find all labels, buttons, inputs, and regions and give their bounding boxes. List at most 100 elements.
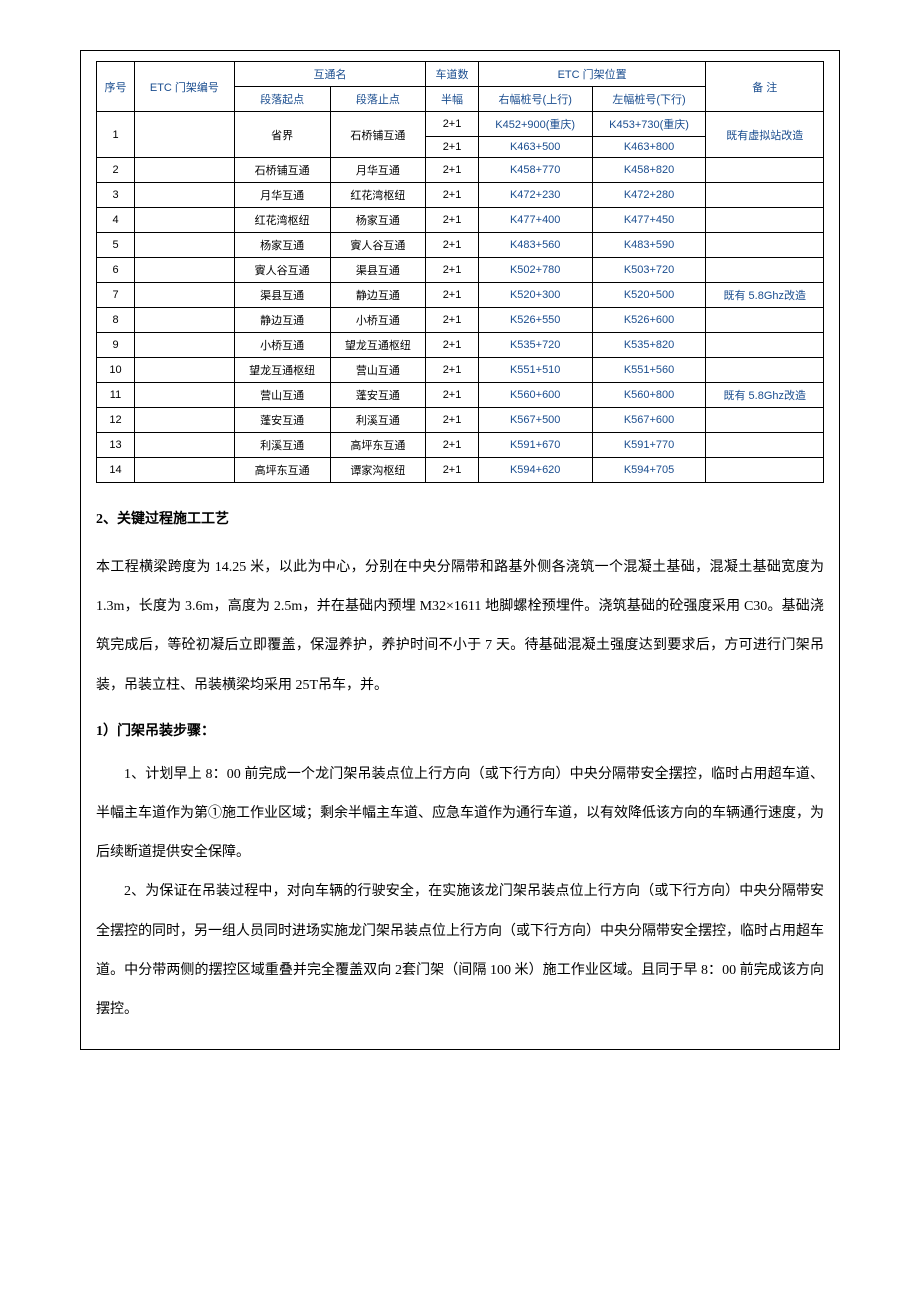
cell-lanes: 2+1 — [426, 458, 478, 483]
th-end: 段落止点 — [330, 87, 426, 112]
cell-left: K472+280 — [592, 183, 706, 208]
cell-left: K551+560 — [592, 358, 706, 383]
cell-seq: 13 — [97, 433, 135, 458]
cell-seq: 2 — [97, 158, 135, 183]
th-start: 段落起点 — [234, 87, 330, 112]
cell-left: K453+730(重庆) — [592, 112, 706, 137]
cell-etc — [135, 183, 235, 208]
cell-lanes: 2+1 — [426, 433, 478, 458]
cell-right: K591+670 — [478, 433, 592, 458]
cell-seq: 14 — [97, 458, 135, 483]
cell-seq: 7 — [97, 283, 135, 308]
cell-start: 营山互通 — [234, 383, 330, 408]
cell-seq: 3 — [97, 183, 135, 208]
cell-left: K535+820 — [592, 333, 706, 358]
cell-start: 红花湾枢纽 — [234, 208, 330, 233]
cell-start: 高坪东互通 — [234, 458, 330, 483]
cell-etc — [135, 158, 235, 183]
cell-etc — [135, 383, 235, 408]
cell-right: K502+780 — [478, 258, 592, 283]
cell-lanes: 2+1 — [426, 383, 478, 408]
cell-etc — [135, 333, 235, 358]
th-right: 右幅桩号(上行) — [478, 87, 592, 112]
cell-left: K594+705 — [592, 458, 706, 483]
content-area: 序号 ETC 门架编号 互通名 车道数 ETC 门架位置 备 注 段落起点 段落… — [81, 51, 839, 1049]
table-row: 11营山互通蓬安互通2+1K560+600K560+800既有 5.8Ghz改造 — [97, 383, 824, 408]
cell-lanes: 2+1 — [426, 358, 478, 383]
cell-left: K463+800 — [592, 137, 706, 158]
cell-remark: 既有 5.8Ghz改造 — [706, 283, 824, 308]
cell-left: K520+500 — [592, 283, 706, 308]
cell-right: K535+720 — [478, 333, 592, 358]
page-border: 序号 ETC 门架编号 互通名 车道数 ETC 门架位置 备 注 段落起点 段落… — [80, 50, 840, 1050]
table-header-row-1: 序号 ETC 门架编号 互通名 车道数 ETC 门架位置 备 注 — [97, 62, 824, 87]
cell-end: 蓬安互通 — [330, 383, 426, 408]
cell-left: K477+450 — [592, 208, 706, 233]
cell-right: K526+550 — [478, 308, 592, 333]
cell-right: K567+500 — [478, 408, 592, 433]
cell-remark — [706, 158, 824, 183]
table-row: 8静边互通小桥互通2+1K526+550K526+600 — [97, 308, 824, 333]
cell-lanes: 2+1 — [426, 408, 478, 433]
cell-right: K463+500 — [478, 137, 592, 158]
th-interchange: 互通名 — [234, 62, 426, 87]
table-row: 6賨人谷互通渠县互通2+1K502+780K503+720 — [97, 258, 824, 283]
cell-right: K452+900(重庆) — [478, 112, 592, 137]
cell-lanes: 2+1 — [426, 137, 478, 158]
cell-lanes: 2+1 — [426, 183, 478, 208]
table-row: 1 省界 石桥铺互通 2+1 K452+900(重庆) K453+730(重庆)… — [97, 112, 824, 137]
cell-start: 石桥铺互通 — [234, 158, 330, 183]
table-row: 4红花湾枢纽杨家互通2+1K477+400K477+450 — [97, 208, 824, 233]
section-2-title: 2、关键过程施工工艺 — [96, 508, 824, 528]
cell-start: 杨家互通 — [234, 233, 330, 258]
cell-start: 小桥互通 — [234, 333, 330, 358]
cell-end: 小桥互通 — [330, 308, 426, 333]
cell-seq: 8 — [97, 308, 135, 333]
cell-lanes: 2+1 — [426, 258, 478, 283]
cell-remark — [706, 183, 824, 208]
cell-seq: 12 — [97, 408, 135, 433]
cell-end: 营山互通 — [330, 358, 426, 383]
table-row: 5杨家互通賨人谷互通2+1K483+560K483+590 — [97, 233, 824, 258]
cell-remark — [706, 333, 824, 358]
cell-lanes: 2+1 — [426, 283, 478, 308]
cell-end: 利溪互通 — [330, 408, 426, 433]
cell-right: K483+560 — [478, 233, 592, 258]
cell-remark — [706, 258, 824, 283]
table-row: 3月华互通红花湾枢纽2+1K472+230K472+280 — [97, 183, 824, 208]
th-etc-gate: ETC 门架编号 — [135, 62, 235, 112]
cell-remark — [706, 458, 824, 483]
cell-seq: 9 — [97, 333, 135, 358]
cell-remark: 既有 5.8Ghz改造 — [706, 383, 824, 408]
cell-lanes: 2+1 — [426, 333, 478, 358]
cell-etc — [135, 112, 235, 158]
th-left: 左幅桩号(下行) — [592, 87, 706, 112]
cell-left: K526+600 — [592, 308, 706, 333]
th-remark: 备 注 — [706, 62, 824, 112]
th-lanes-sub: 半幅 — [426, 87, 478, 112]
cell-start: 利溪互通 — [234, 433, 330, 458]
cell-end: 静边互通 — [330, 283, 426, 308]
cell-etc — [135, 358, 235, 383]
cell-start: 賨人谷互通 — [234, 258, 330, 283]
cell-start: 省界 — [234, 112, 330, 158]
cell-etc — [135, 208, 235, 233]
cell-right: K520+300 — [478, 283, 592, 308]
cell-seq: 6 — [97, 258, 135, 283]
cell-seq: 1 — [97, 112, 135, 158]
cell-lanes: 2+1 — [426, 158, 478, 183]
cell-seq: 5 — [97, 233, 135, 258]
interchange-table: 序号 ETC 门架编号 互通名 车道数 ETC 门架位置 备 注 段落起点 段落… — [96, 61, 824, 483]
table-row: 2石桥铺互通月华互通2+1K458+770K458+820 — [97, 158, 824, 183]
cell-right: K560+600 — [478, 383, 592, 408]
cell-left: K503+720 — [592, 258, 706, 283]
cell-remark — [706, 408, 824, 433]
cell-start: 静边互通 — [234, 308, 330, 333]
cell-etc — [135, 408, 235, 433]
cell-end: 红花湾枢纽 — [330, 183, 426, 208]
cell-remark — [706, 308, 824, 333]
table-row: 14高坪东互通谭家沟枢纽2+1K594+620K594+705 — [97, 458, 824, 483]
table-row: 10望龙互通枢纽营山互通2+1K551+510K551+560 — [97, 358, 824, 383]
cell-left: K458+820 — [592, 158, 706, 183]
cell-lanes: 2+1 — [426, 112, 478, 137]
